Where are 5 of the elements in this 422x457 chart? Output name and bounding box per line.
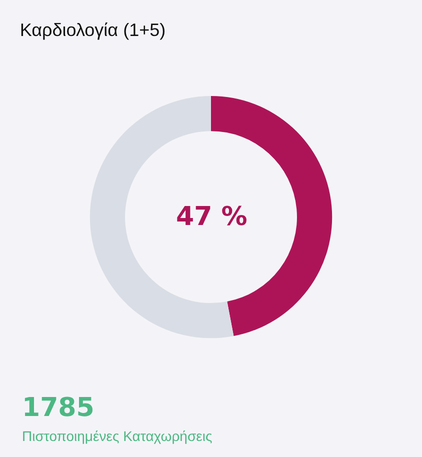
text: 1785 [22, 393, 94, 423]
donut-slice [211, 96, 332, 336]
text: Πιστοποιημένες Καταχωρήσεις [22, 428, 212, 444]
text: 47 % [176, 202, 248, 232]
chart-title: Καρδιολογία (1+5) [20, 20, 166, 40]
